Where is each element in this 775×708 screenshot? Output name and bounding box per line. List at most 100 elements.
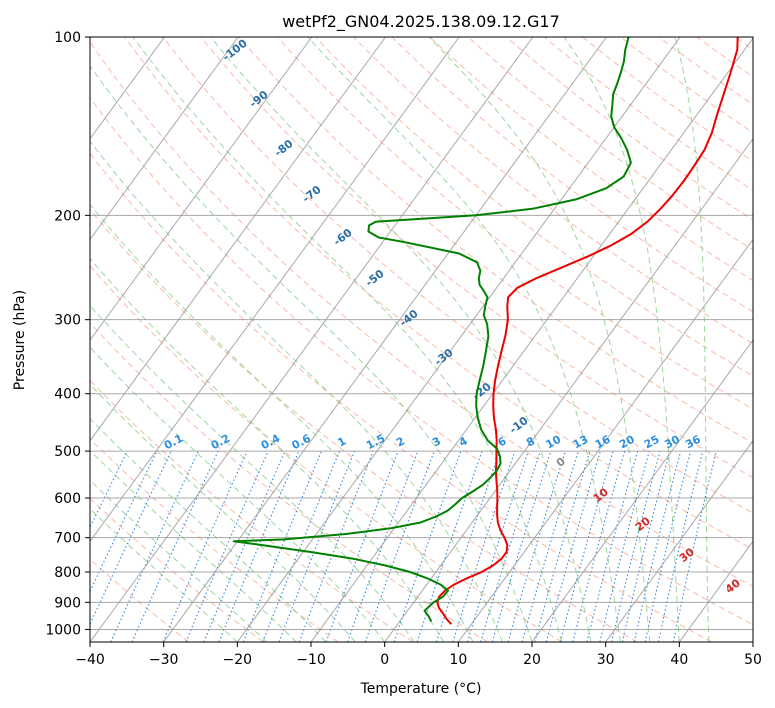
dry-adiabat-line bbox=[124, 37, 753, 550]
mixing-ratio-label: 36 bbox=[683, 433, 703, 452]
mixing-ratio-line bbox=[346, 450, 419, 642]
moist-adiabat-line bbox=[90, 508, 238, 642]
isotherm-line bbox=[90, 37, 239, 241]
chart-title: wetPf2_GN04.2025.138.09.12.G17 bbox=[282, 12, 560, 32]
mixing-ratio-line bbox=[479, 450, 541, 642]
dry-adiabat-line bbox=[90, 265, 563, 642]
mixing-ratio-line bbox=[218, 450, 300, 642]
dry-adiabat-line bbox=[353, 37, 753, 345]
moist-adiabat-line bbox=[90, 140, 503, 642]
dry-adiabat-line bbox=[391, 37, 753, 313]
x-tick-label: 20 bbox=[523, 652, 541, 668]
mixing-ratio-line bbox=[599, 450, 650, 642]
isotherm-line bbox=[90, 37, 165, 140]
mixing-ratio-line bbox=[507, 450, 567, 642]
moist-adiabat-line bbox=[674, 37, 710, 642]
x-axis-title: Temperature (°C) bbox=[360, 681, 482, 697]
mixing-ratio-line bbox=[633, 450, 682, 642]
mixing-ratio-label: 25 bbox=[642, 433, 662, 452]
moist-adiabat-line bbox=[90, 304, 415, 642]
mixing-ratio-label: 2 bbox=[394, 434, 407, 449]
moist-adiabat-line bbox=[428, 37, 651, 642]
mixing-ratio-line bbox=[521, 450, 579, 642]
dry-adiabat-line bbox=[90, 497, 264, 642]
mixing-ratio-line bbox=[657, 450, 704, 642]
mixing-ratio-line bbox=[162, 450, 248, 642]
y-tick-label: 300 bbox=[54, 313, 81, 329]
x-tick-label: −30 bbox=[149, 652, 179, 668]
moist-adiabat-line bbox=[90, 449, 297, 642]
x-tick-label: 40 bbox=[670, 652, 688, 668]
mixing-ratio-line bbox=[185, 450, 269, 642]
moist-adiabat-line bbox=[90, 479, 268, 642]
mixing-ratio-line bbox=[325, 450, 399, 642]
mixing-ratio-label: 0.2 bbox=[209, 432, 232, 453]
mixing-ratio-line bbox=[586, 450, 639, 642]
mixing-ratio-line bbox=[416, 450, 483, 642]
dry-adiabat-line bbox=[276, 37, 753, 410]
dry-adiabat-line bbox=[696, 37, 753, 78]
moist-adiabat-label: 30 bbox=[677, 545, 697, 565]
isotherm-line bbox=[90, 37, 460, 543]
isotherm-line bbox=[605, 439, 753, 642]
y-tick-label: 900 bbox=[54, 595, 81, 611]
dry-adiabat-label: -70 bbox=[300, 183, 324, 206]
dry-adiabat-line bbox=[467, 37, 753, 251]
y-axis: 100 200 300 400 500 600 700 800 900 1000 bbox=[45, 30, 90, 638]
mixing-ratio-line bbox=[90, 450, 128, 529]
mixing-ratio-label: 1.5 bbox=[364, 432, 387, 453]
dewpoint-profile-line bbox=[232, 37, 632, 623]
mixing-ratio-line bbox=[672, 450, 717, 642]
isotherm-line bbox=[90, 37, 534, 642]
x-axis: −40 −30 −20 −10 0 10 20 30 40 50 bbox=[75, 642, 762, 668]
isotherm-line bbox=[163, 37, 607, 642]
dry-adiabat-line bbox=[658, 37, 753, 106]
x-tick-label: −20 bbox=[223, 652, 253, 668]
dry-adiabat-label: -10 bbox=[507, 414, 531, 437]
mixing-ratio-label: 1 bbox=[335, 434, 348, 449]
isotherm-line bbox=[531, 339, 753, 642]
mixing-ratio-label: 0.4 bbox=[259, 432, 283, 453]
mixing-ratio-label: 0.6 bbox=[290, 432, 314, 453]
isotherm-line bbox=[90, 37, 386, 442]
moist-adiabat-line bbox=[132, 37, 562, 642]
x-tick-label: 50 bbox=[744, 652, 762, 668]
x-tick-label: −10 bbox=[296, 652, 326, 668]
dry-adiabat-line bbox=[90, 96, 753, 626]
mixing-ratio-line bbox=[262, 450, 341, 642]
mixing-ratio-line bbox=[572, 450, 626, 642]
moist-adiabat-line bbox=[90, 383, 356, 642]
mixing-ratio-line bbox=[611, 450, 661, 642]
mixing-ratio-line bbox=[278, 450, 356, 642]
dry-adiabat-line bbox=[315, 37, 753, 377]
moist-adiabat-line bbox=[90, 418, 327, 642]
mixing-ratio-label: 3 bbox=[430, 434, 443, 449]
x-tick-label: 10 bbox=[449, 652, 467, 668]
background-lines bbox=[90, 37, 753, 642]
moist-adiabat-label: 10 bbox=[591, 485, 611, 505]
profile-lines bbox=[232, 37, 739, 625]
dry-adiabat-label: -90 bbox=[247, 88, 271, 111]
mixing-ratio-line bbox=[298, 450, 374, 642]
mixing-ratio-line bbox=[621, 450, 671, 642]
isotherm-line bbox=[678, 540, 753, 642]
dry-adiabat-line bbox=[238, 37, 753, 444]
mixing-ratio-line bbox=[545, 450, 601, 642]
moist-adiabat-line bbox=[307, 37, 621, 642]
moist-adiabat-line bbox=[90, 203, 474, 642]
y-tick-label: 700 bbox=[54, 531, 81, 547]
dry-adiabat-label: -50 bbox=[363, 267, 387, 290]
y-tick-label: 100 bbox=[54, 30, 81, 46]
mixing-ratio-line bbox=[203, 450, 286, 642]
moist-adiabat-line bbox=[563, 37, 680, 642]
dry-adiabat-line bbox=[90, 152, 712, 642]
dry-adiabat-label: -40 bbox=[397, 307, 421, 330]
moist-adiabat-line bbox=[90, 65, 533, 642]
dry-adiabat-label: -80 bbox=[272, 137, 296, 160]
isotherm-line bbox=[310, 37, 753, 642]
mixing-ratio-line bbox=[90, 450, 172, 626]
dry-adiabat-line bbox=[429, 37, 753, 282]
mixing-ratio-line bbox=[452, 450, 516, 642]
dry-adiabat-line bbox=[90, 321, 488, 642]
mixing-ratio-label: 16 bbox=[593, 433, 613, 452]
